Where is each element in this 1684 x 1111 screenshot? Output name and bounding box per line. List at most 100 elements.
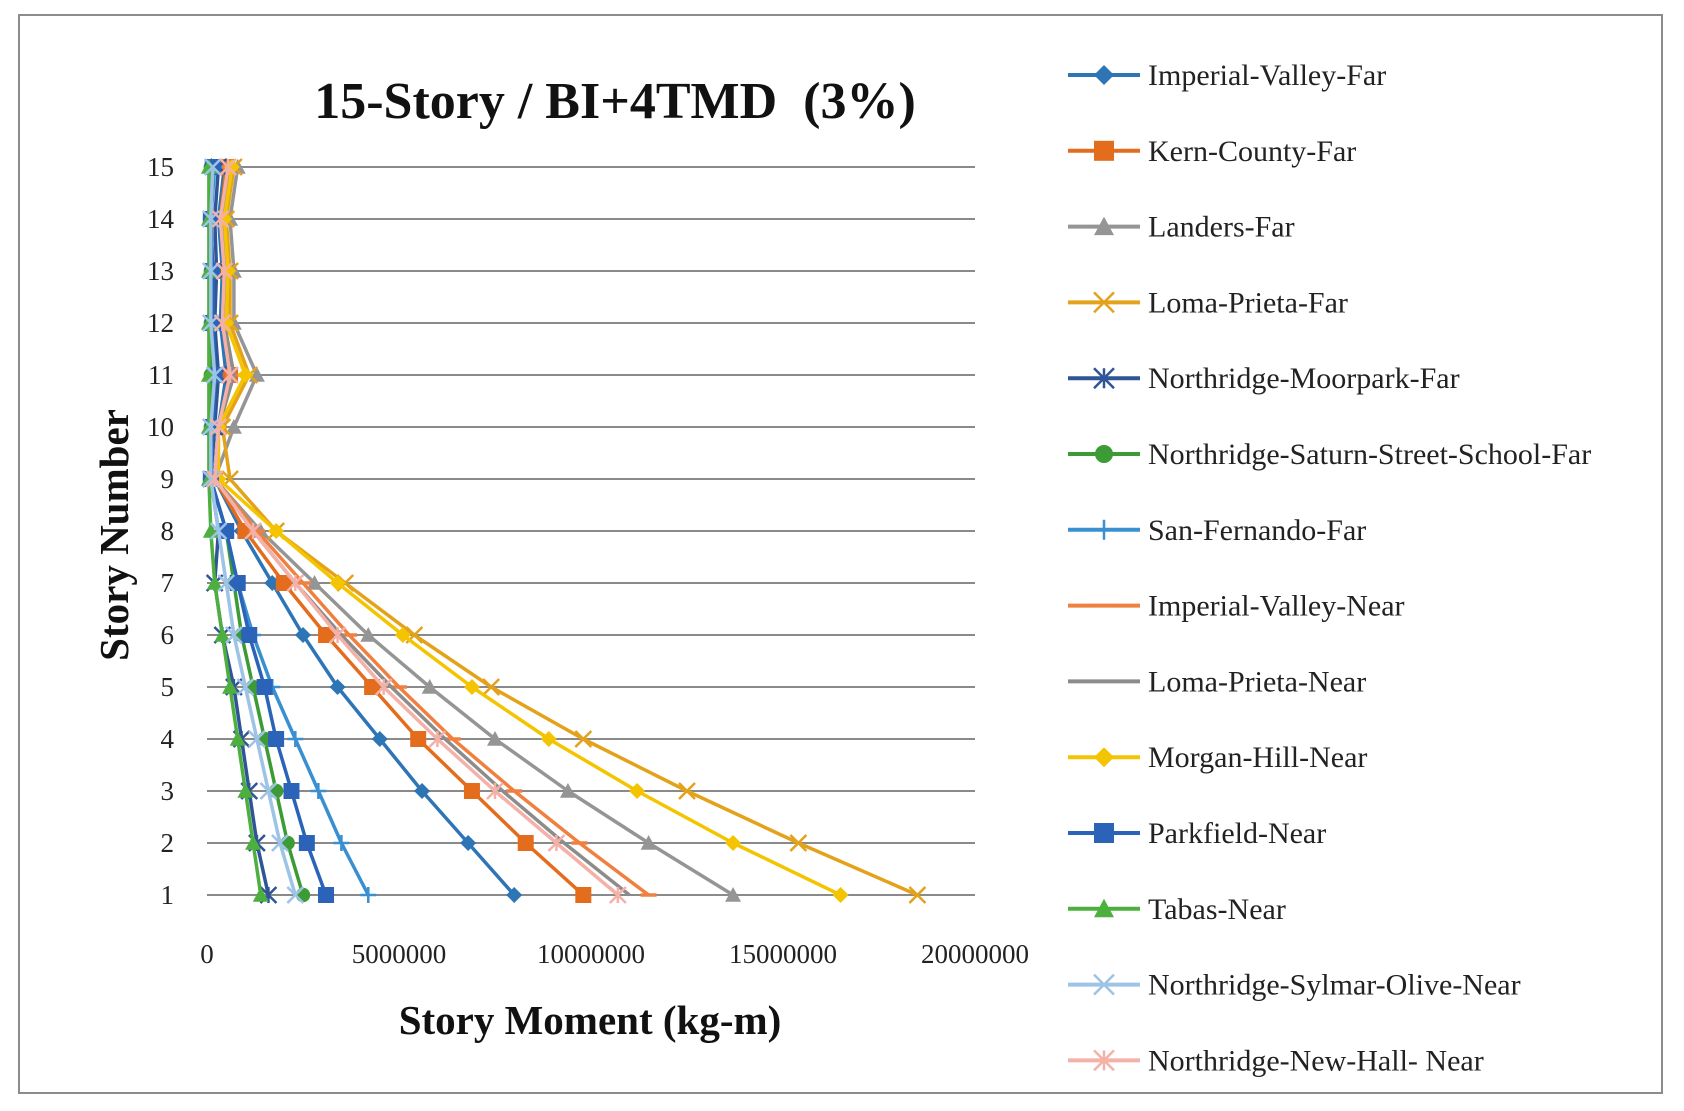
- data-point: [213, 314, 232, 332]
- data-point: [410, 731, 427, 747]
- data-point: [318, 887, 335, 903]
- data-point: [725, 835, 742, 851]
- data-point: [329, 575, 346, 591]
- legend-label: Morgan-Hill-Near: [1148, 741, 1367, 774]
- data-point: [241, 627, 258, 643]
- data-point: [214, 627, 231, 642]
- data-point: [205, 366, 224, 384]
- data-point: [221, 366, 239, 384]
- legend-label: Imperial-Valley-Near: [1148, 590, 1405, 623]
- data-point: [318, 627, 335, 643]
- legend-marker: [1094, 519, 1114, 540]
- x-tick-label: 15000000: [729, 939, 837, 969]
- data-point: [217, 574, 236, 592]
- data-point: [229, 731, 246, 746]
- data-point: [229, 575, 246, 591]
- y-tick-label: 11: [148, 360, 174, 390]
- legend-item: Imperial-Valley-Far: [1068, 59, 1386, 92]
- data-point: [259, 782, 278, 800]
- x-tick-label: 0: [200, 939, 214, 969]
- data-point: [371, 731, 388, 747]
- data-point: [215, 262, 234, 280]
- data-point: [463, 679, 480, 695]
- data-point: [268, 523, 285, 539]
- legend-label: Tabas-Near: [1148, 893, 1286, 926]
- y-tick-label: 14: [147, 204, 175, 234]
- legend-marker: [1094, 216, 1114, 236]
- data-point: [559, 783, 576, 798]
- data-point: [789, 834, 808, 852]
- data-point: [225, 419, 242, 434]
- y-tick-label: 3: [161, 776, 175, 806]
- x-tick-label: 5000000: [352, 939, 447, 969]
- x-axis-title: Story Moment (kg-m): [399, 997, 782, 1043]
- data-point: [287, 731, 304, 747]
- legend-item: Kern-County-Far: [1068, 135, 1356, 168]
- data-point: [360, 887, 377, 903]
- data-point: [306, 575, 323, 590]
- legend-label: Loma-Prieta-Near: [1148, 665, 1366, 698]
- data-point: [286, 574, 305, 592]
- data-point: [205, 470, 224, 488]
- data-point: [908, 886, 927, 904]
- legend-marker: [1093, 973, 1115, 996]
- data-point: [295, 887, 311, 903]
- legend-label: San-Fernando-Far: [1148, 514, 1366, 547]
- data-point: [206, 575, 223, 590]
- legend-marker: [1093, 291, 1115, 314]
- legend-marker: [1094, 747, 1114, 768]
- data-point: [209, 522, 228, 540]
- legend-label: Loma-Prieta-Far: [1148, 286, 1348, 319]
- data-point: [725, 887, 742, 902]
- legend-label: Parkfield-Near: [1148, 817, 1326, 850]
- legend-label: Kern-County-Far: [1148, 135, 1356, 168]
- data-point: [360, 627, 377, 642]
- data-point: [428, 730, 447, 748]
- data-point: [256, 679, 273, 695]
- legend-label: Landers-Far: [1148, 211, 1295, 244]
- data-point: [414, 783, 431, 799]
- y-tick-label: 5: [161, 672, 175, 702]
- x-tick-label: 20000000: [921, 939, 1029, 969]
- legend-item: Northridge-New-Hall- Near: [1068, 1044, 1484, 1077]
- legend-marker: [1095, 445, 1113, 463]
- data-point: [237, 367, 254, 383]
- data-point: [295, 627, 311, 643]
- legend-label: Imperial-Valley-Far: [1148, 59, 1386, 92]
- data-point: [252, 887, 269, 902]
- data-point: [540, 731, 557, 747]
- data-point: [517, 835, 534, 851]
- data-point: [237, 783, 254, 798]
- data-point: [629, 783, 646, 799]
- legend-item: Morgan-Hill-Near: [1068, 741, 1367, 774]
- y-tick-label: 8: [161, 516, 175, 546]
- legend-label: Northridge-Sylmar-Olive-Near: [1148, 969, 1521, 1002]
- data-point: [283, 783, 300, 799]
- series-lines: [200, 158, 927, 904]
- data-point: [222, 679, 239, 694]
- data-point: [640, 835, 657, 850]
- legend-label: Northridge-Moorpark-Far: [1148, 362, 1460, 395]
- data-point: [575, 887, 592, 903]
- legend-item: Tabas-Near: [1068, 893, 1286, 926]
- y-tick-label: 4: [161, 724, 175, 754]
- y-tick-label: 1: [161, 880, 175, 910]
- data-point: [678, 782, 696, 800]
- legend-marker: [1094, 65, 1114, 85]
- data-point: [364, 679, 381, 695]
- gridlines: [207, 166, 975, 896]
- data-point: [248, 730, 266, 748]
- legend-item: Loma-Prieta-Far: [1068, 286, 1348, 319]
- legend-marker: [1094, 140, 1114, 161]
- data-point: [271, 834, 289, 852]
- data-point: [374, 678, 393, 696]
- data-point: [487, 731, 503, 746]
- data-point: [328, 626, 347, 644]
- data-point: [209, 418, 228, 436]
- data-point: [275, 575, 292, 591]
- data-point: [268, 731, 285, 747]
- y-axis-title: Story Number: [91, 409, 137, 661]
- legend-marker: [1093, 1049, 1115, 1072]
- legend-label: Northridge-New-Hall- Near: [1148, 1044, 1484, 1077]
